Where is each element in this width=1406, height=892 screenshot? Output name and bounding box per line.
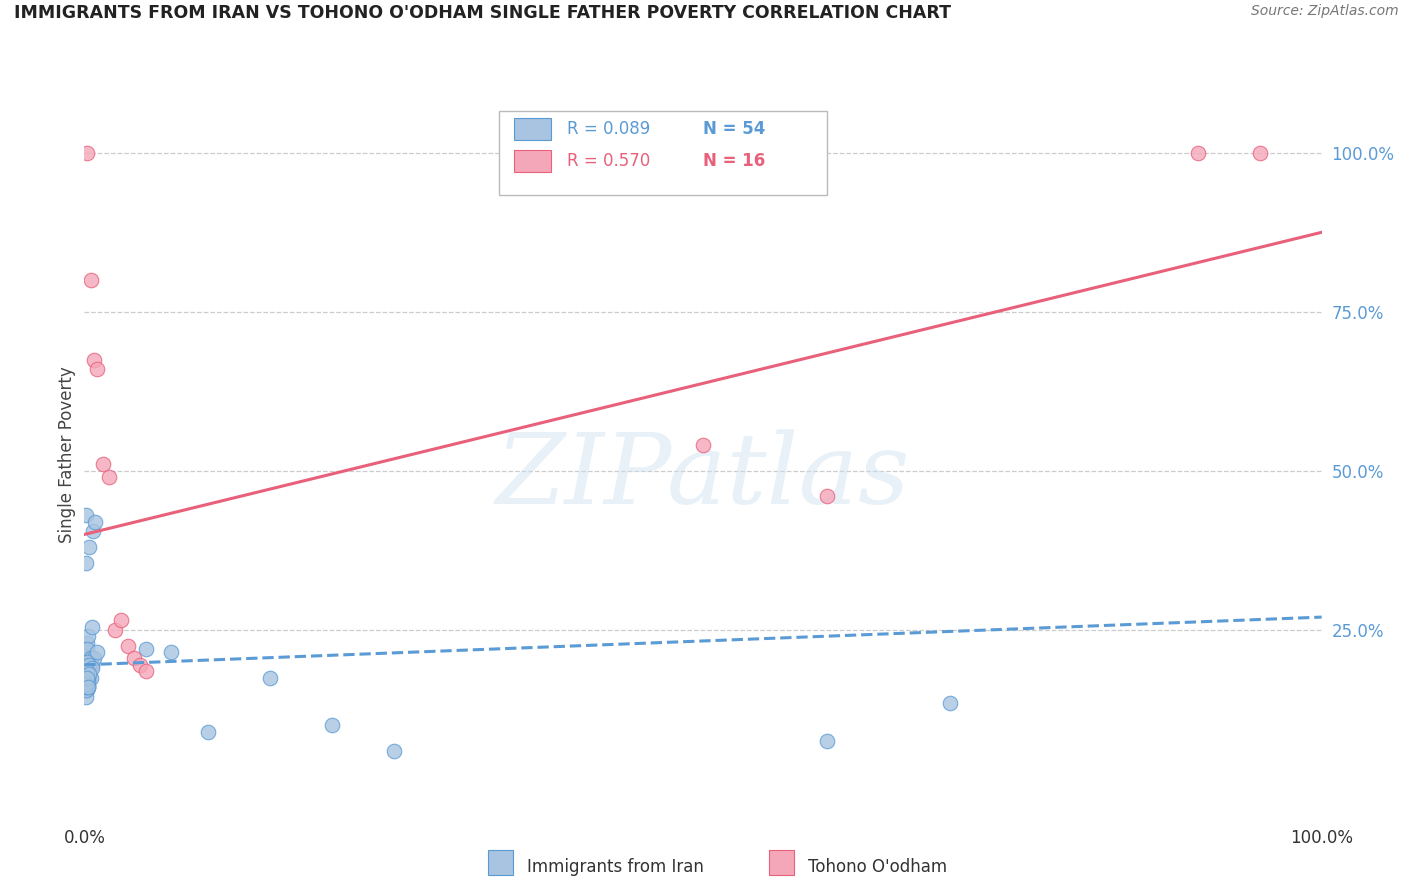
Point bbox=[75, 690, 97, 704]
Text: N = 16: N = 16 bbox=[703, 152, 765, 169]
Point bbox=[98, 470, 121, 484]
Point bbox=[79, 667, 101, 681]
Point bbox=[75, 677, 97, 691]
FancyBboxPatch shape bbox=[513, 150, 551, 172]
Y-axis label: Single Father Poverty: Single Father Poverty bbox=[58, 367, 76, 543]
Point bbox=[76, 667, 98, 681]
Point bbox=[110, 613, 132, 627]
Point bbox=[76, 683, 98, 698]
Point bbox=[76, 671, 98, 685]
Point bbox=[75, 508, 97, 523]
Point bbox=[815, 734, 838, 748]
Point bbox=[79, 651, 101, 665]
Point bbox=[79, 664, 101, 678]
Point bbox=[76, 661, 98, 675]
Point bbox=[75, 673, 97, 688]
Point bbox=[75, 673, 97, 688]
Point bbox=[122, 651, 145, 665]
Point bbox=[129, 657, 152, 672]
Point bbox=[75, 655, 97, 669]
Point bbox=[76, 667, 98, 681]
Text: Tohono O'odham: Tohono O'odham bbox=[808, 858, 948, 876]
Point bbox=[75, 556, 97, 570]
Point bbox=[382, 744, 405, 758]
Point bbox=[321, 718, 343, 732]
Point bbox=[75, 680, 97, 694]
Point bbox=[939, 696, 962, 710]
Point bbox=[79, 651, 101, 665]
Point bbox=[80, 657, 103, 672]
Point bbox=[86, 645, 108, 659]
Point bbox=[197, 724, 219, 739]
FancyBboxPatch shape bbox=[499, 112, 827, 195]
Point bbox=[77, 680, 100, 694]
Point bbox=[75, 645, 97, 659]
Point bbox=[83, 352, 105, 367]
Point bbox=[76, 655, 98, 669]
Point bbox=[76, 635, 98, 649]
Point bbox=[692, 438, 714, 452]
Point bbox=[79, 657, 101, 672]
Point bbox=[75, 683, 97, 698]
Point bbox=[79, 273, 101, 287]
Point bbox=[75, 671, 97, 685]
Point bbox=[91, 458, 114, 472]
Point bbox=[76, 664, 98, 678]
Text: R = 0.089: R = 0.089 bbox=[567, 120, 650, 138]
Point bbox=[160, 645, 183, 659]
Point bbox=[86, 362, 108, 376]
Point bbox=[82, 524, 104, 539]
Point bbox=[80, 661, 103, 675]
Point bbox=[104, 623, 127, 637]
Point bbox=[80, 620, 103, 634]
Text: R = 0.570: R = 0.570 bbox=[567, 152, 650, 169]
Text: IMMIGRANTS FROM IRAN VS TOHONO O'ODHAM SINGLE FATHER POVERTY CORRELATION CHART: IMMIGRANTS FROM IRAN VS TOHONO O'ODHAM S… bbox=[14, 4, 950, 22]
Point bbox=[75, 671, 97, 685]
FancyBboxPatch shape bbox=[513, 119, 551, 140]
Point bbox=[76, 145, 98, 160]
Point bbox=[79, 540, 101, 554]
Point bbox=[76, 664, 98, 678]
Point bbox=[117, 639, 139, 653]
Point bbox=[77, 677, 100, 691]
Point bbox=[259, 671, 281, 685]
Point bbox=[1249, 145, 1271, 160]
Point bbox=[76, 641, 98, 656]
Point bbox=[815, 489, 838, 503]
Point bbox=[77, 657, 100, 672]
Point bbox=[79, 661, 101, 675]
Point bbox=[76, 677, 98, 691]
Point bbox=[1187, 145, 1209, 160]
Point bbox=[84, 515, 107, 529]
Point bbox=[77, 629, 100, 643]
Text: Source: ZipAtlas.com: Source: ZipAtlas.com bbox=[1251, 4, 1399, 19]
Point bbox=[79, 671, 101, 685]
Text: ZIPatlas: ZIPatlas bbox=[496, 429, 910, 524]
Point bbox=[77, 680, 100, 694]
Point bbox=[135, 641, 157, 656]
Point bbox=[77, 671, 100, 685]
Point bbox=[83, 651, 105, 665]
Point bbox=[77, 680, 100, 694]
Text: N = 54: N = 54 bbox=[703, 120, 765, 138]
Point bbox=[77, 673, 100, 688]
Text: Immigrants from Iran: Immigrants from Iran bbox=[527, 858, 704, 876]
Point bbox=[135, 664, 157, 678]
